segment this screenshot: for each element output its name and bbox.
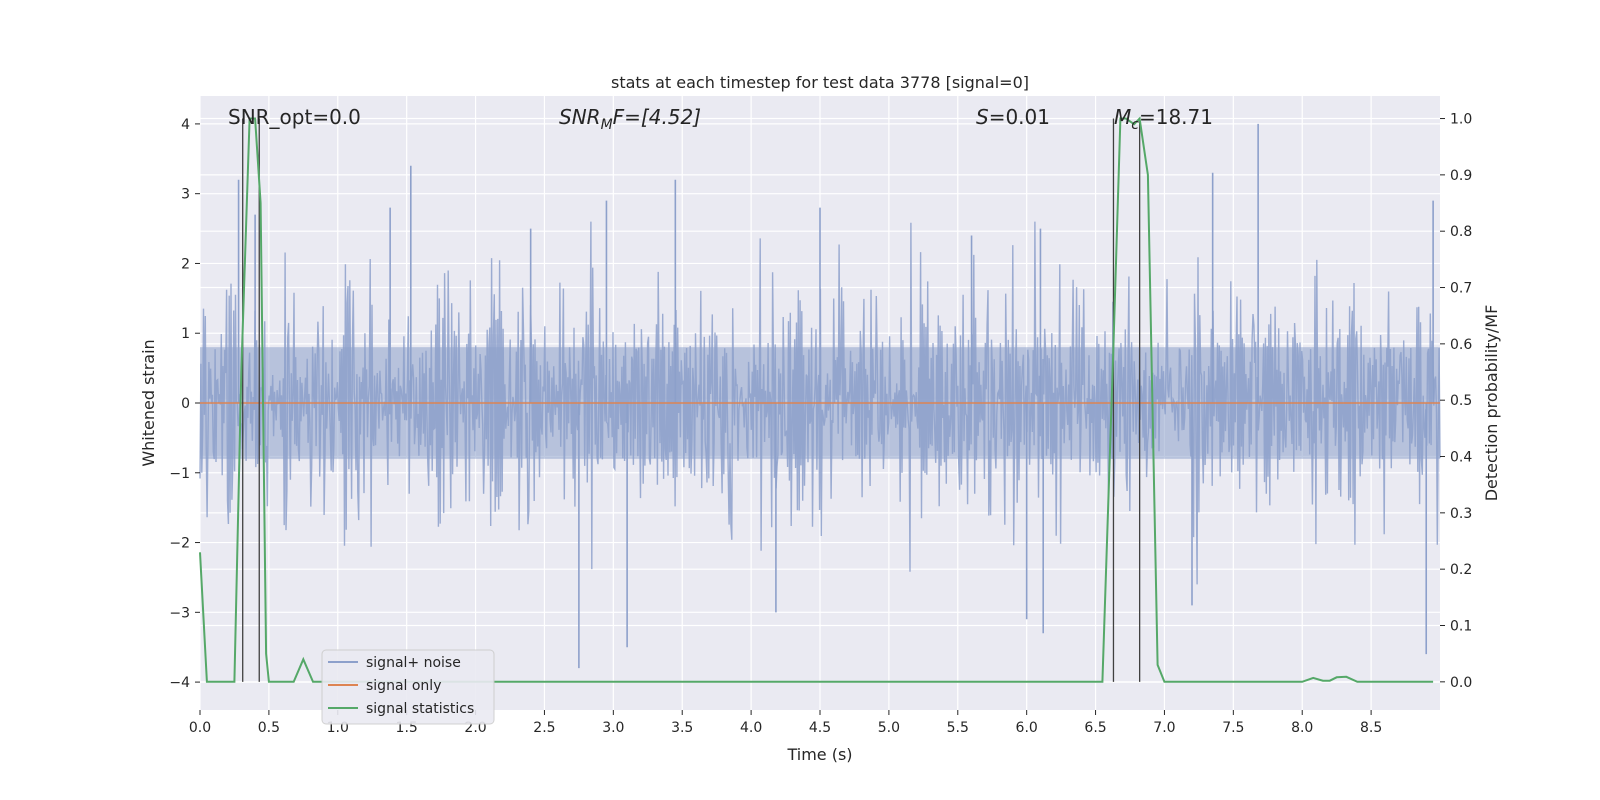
x-tick-label: 8.0 bbox=[1291, 720, 1313, 736]
legend-label-noise: signal+ noise bbox=[366, 655, 461, 671]
annotation-mc: Mc=18.71 bbox=[1114, 105, 1213, 133]
x-tick-label: 0.5 bbox=[258, 720, 280, 736]
chart-title: stats at each timestep for test data 377… bbox=[611, 73, 1029, 92]
y-axis-label: Whitened strain bbox=[139, 339, 158, 466]
x-tick-label: 5.5 bbox=[947, 720, 969, 736]
legend-label-signal-only: signal only bbox=[366, 678, 441, 694]
y-tick-label: 3 bbox=[181, 187, 190, 203]
y-tick-label: 0 bbox=[181, 396, 190, 412]
y-tick-label: 2 bbox=[181, 256, 190, 272]
legend-box bbox=[321, 649, 495, 725]
y-right-tick-label: 0.3 bbox=[1450, 506, 1472, 522]
signal-statistics-series bbox=[199, 116, 1434, 683]
y-right-tick-label: 0.0 bbox=[1450, 675, 1472, 691]
y-right-tick-label: 0.1 bbox=[1450, 619, 1472, 635]
mc-subscript: c bbox=[1131, 117, 1139, 133]
x-tick-label: 3.5 bbox=[671, 720, 693, 736]
legend: signal+ noise signal only signal statist… bbox=[321, 649, 495, 725]
legend-label-statistics: signal statistics bbox=[366, 701, 474, 717]
y-right-tick-label: 1.0 bbox=[1450, 112, 1472, 128]
x-tick-label: 0.0 bbox=[189, 720, 211, 736]
y-right-tick-label: 0.6 bbox=[1450, 337, 1472, 353]
x-tick-label: 7.0 bbox=[1153, 720, 1175, 736]
annotation-s: S=0.01 bbox=[976, 105, 1050, 129]
y-right-tick-label: 0.2 bbox=[1450, 562, 1472, 578]
x-tick-label: 6.5 bbox=[1084, 720, 1106, 736]
x-tick-label: 8.5 bbox=[1360, 720, 1382, 736]
y-tick-label: −2 bbox=[169, 536, 190, 552]
y-right-tick-label: 0.8 bbox=[1450, 224, 1472, 240]
x-tick-label: 6.0 bbox=[1016, 720, 1038, 736]
snr-mf-value: F=[4.52] bbox=[613, 105, 701, 129]
mc-symbol: M bbox=[1114, 105, 1131, 129]
y-tick-label: −3 bbox=[169, 605, 190, 621]
y-right-tick-label: 0.5 bbox=[1450, 393, 1472, 409]
s-value: =0.01 bbox=[989, 105, 1050, 129]
x-tick-label: 4.5 bbox=[809, 720, 831, 736]
snr-mf-symbol: SNR bbox=[559, 105, 601, 129]
vertical-markers bbox=[242, 118, 1141, 682]
y-tick-label: 1 bbox=[181, 326, 190, 342]
y-axis-label-right: Detection probability/MF bbox=[1482, 305, 1501, 502]
annotation-snr-mf: SNRMF=[4.52] bbox=[559, 105, 701, 133]
x-tick-label: 7.5 bbox=[1222, 720, 1244, 736]
y-right-tick-label: 0.9 bbox=[1450, 168, 1472, 184]
x-tick-label: 5.0 bbox=[878, 720, 900, 736]
y-tick-label: 4 bbox=[181, 117, 190, 133]
y-right-tick-label: 0.4 bbox=[1450, 450, 1472, 466]
snr-mf-subscript: M bbox=[601, 117, 613, 133]
y-tick-label: −1 bbox=[169, 466, 190, 482]
mc-value: =18.71 bbox=[1139, 105, 1213, 129]
x-tick-label: 3.0 bbox=[602, 720, 624, 736]
x-axis-label: Time (s) bbox=[786, 745, 852, 764]
annotation-snr-opt: SNR_opt=0.0 bbox=[228, 105, 361, 129]
x-tick-label: 2.5 bbox=[533, 720, 555, 736]
statistics-line bbox=[199, 116, 1434, 683]
y-right-tick-label: 0.7 bbox=[1450, 281, 1472, 297]
x-tick-label: 4.0 bbox=[740, 720, 762, 736]
s-symbol: S bbox=[976, 105, 989, 129]
y-tick-label: −4 bbox=[169, 675, 190, 691]
